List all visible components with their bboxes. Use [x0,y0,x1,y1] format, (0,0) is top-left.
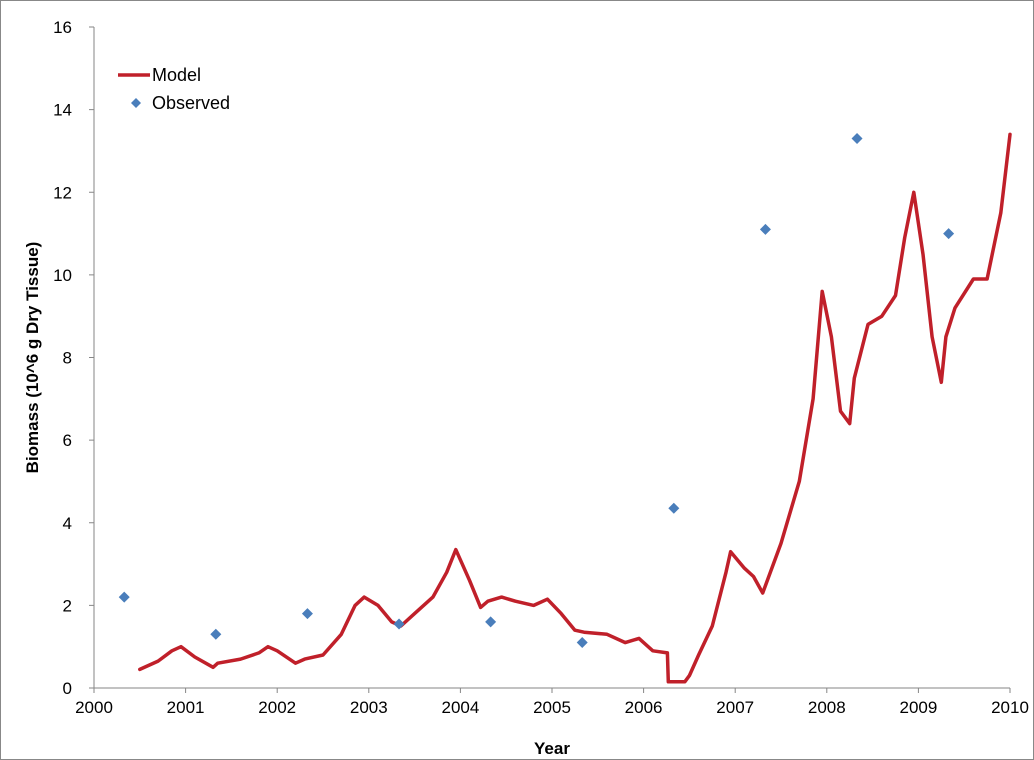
x-tick-label: 2010 [991,698,1029,717]
x-tick-label: 2006 [625,698,663,717]
y-tick-label: 2 [63,596,72,615]
legend: Model Observed [118,65,230,113]
observed-point [668,502,680,514]
x-tick-label: 2009 [899,698,937,717]
observed-point [393,618,405,630]
y-axis-title: Biomass (10^6 g Dry Tissue) [23,242,42,474]
observed-point [851,133,863,145]
axes [89,26,1011,693]
observed-point [118,591,130,603]
x-tick-label: 2005 [533,698,571,717]
observed-point [485,616,497,628]
tick-labels: 0 2 4 6 8 10 12 14 16 2000 2001 2002 2003 2004 2005 200… [53,18,1029,717]
legend-model-label: Model [152,65,201,85]
x-tick-label: 2001 [167,698,205,717]
x-tick-label: 2008 [808,698,846,717]
series-layer [118,132,1012,684]
x-tick-label: 2007 [716,698,754,717]
y-tick-label: 12 [53,183,72,202]
legend-observed-swatch [131,98,141,108]
y-tick-label: 14 [53,101,72,120]
x-tick-label: 2000 [75,698,113,717]
observed-point [301,608,313,620]
y-tick-label: 8 [63,349,72,368]
y-tick-label: 0 [63,679,72,698]
legend-observed-label: Observed [152,93,230,113]
x-tick-label: 2002 [258,698,296,717]
observed-point [759,223,771,235]
y-tick-label: 10 [53,266,72,285]
x-tick-label: 2003 [350,698,388,717]
model-line [138,132,1012,684]
observed-point [210,628,222,640]
observed-point [943,228,955,240]
y-tick-label: 16 [53,18,72,37]
y-tick-label: 6 [63,431,72,450]
observed-point [576,637,588,649]
y-tick-label: 4 [63,514,72,533]
x-axis-title: Year [534,739,570,758]
x-tick-label: 2004 [441,698,479,717]
